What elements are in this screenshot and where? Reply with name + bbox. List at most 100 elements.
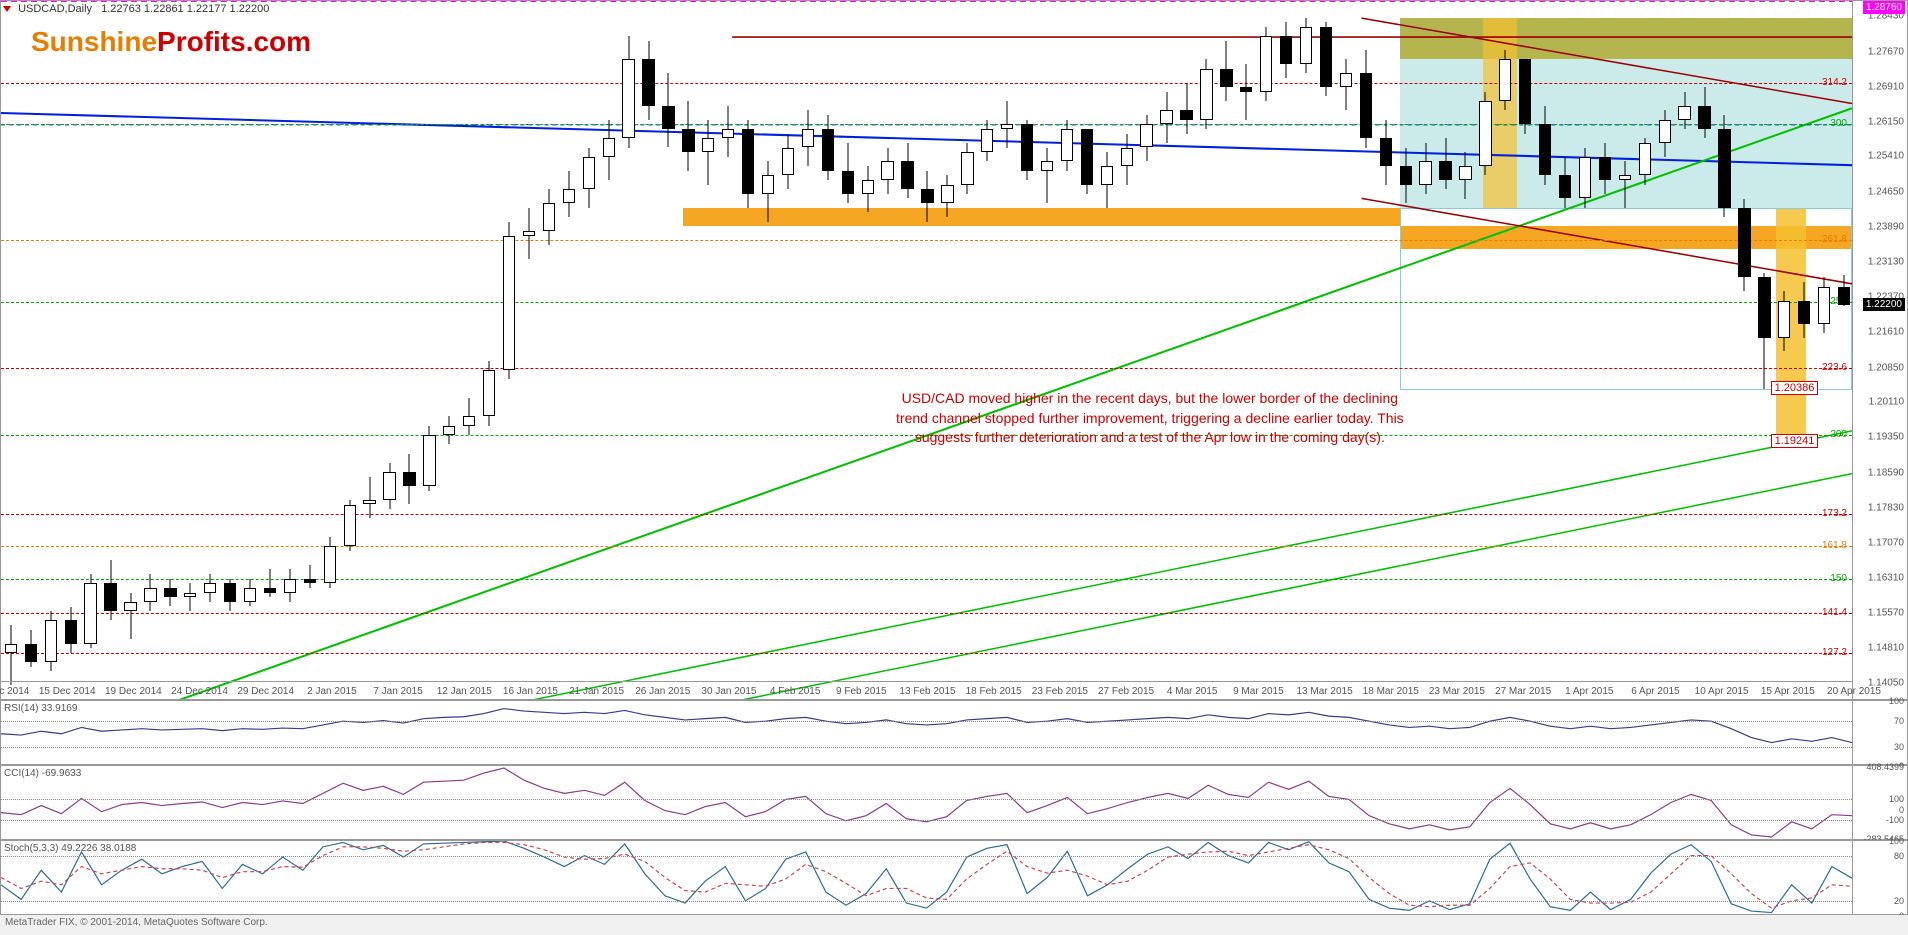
y-tick: 1.19350 — [1868, 432, 1904, 443]
fib-line — [1, 124, 1852, 125]
price-y-axis: 1.140501.148101.155701.163101.170701.178… — [1852, 1, 1907, 699]
stoch-indicator-panel[interactable]: Stoch(5,3,3) 49.2226 38.0188 02080100 — [0, 840, 1908, 915]
top-price-flag: 1.28760 — [1863, 1, 1905, 14]
x-tick: 18 Mar 2015 — [1363, 686, 1419, 697]
x-tick: 24 Dec 2014 — [171, 686, 228, 697]
x-tick: 7 Jan 2015 — [373, 686, 423, 697]
x-tick: 15 Apr 2015 — [1761, 686, 1815, 697]
fib-label: 161.8 — [1820, 540, 1849, 551]
y-tick: 1.25410 — [1868, 151, 1904, 162]
fib-line — [1, 546, 1852, 547]
x-tick: 23 Mar 2015 — [1429, 686, 1485, 697]
cci-indicator-panel[interactable]: CCI(14) -69.9633 -283.5465-1000100408.43… — [0, 765, 1908, 840]
ind-tick: 30 — [1894, 742, 1904, 752]
stoch-lines — [1, 841, 1852, 914]
x-tick: 23 Feb 2015 — [1032, 686, 1088, 697]
footer-copyright: MetaTrader FIX, © 2001-2014, MetaQuotes … — [0, 915, 1908, 935]
fib-line — [1, 613, 1852, 614]
watermark: SunshineProfits.com — [31, 26, 311, 58]
ind-tick: 0 — [1899, 805, 1904, 815]
x-tick: 27 Mar 2015 — [1495, 686, 1551, 697]
symbol-text: USDCAD,Daily — [18, 3, 92, 15]
x-tick: 4 Mar 2015 — [1167, 686, 1218, 697]
ohlc-text: 1.22763 1.22861 1.22177 1.22200 — [101, 3, 269, 15]
x-tick: 2 Jan 2015 — [307, 686, 357, 697]
y-tick: 1.17830 — [1868, 502, 1904, 513]
y-tick: 1.24650 — [1868, 186, 1904, 197]
fib-label: 300 — [1828, 118, 1849, 129]
ind-tick: 80 — [1894, 851, 1904, 861]
fib-label: 141.4 — [1820, 607, 1849, 618]
cci-line — [1, 766, 1852, 839]
ind-level-line — [1, 901, 1852, 902]
fib-label: 200 — [1828, 429, 1849, 440]
rsi-indicator-panel[interactable]: RSI(14) 33.9169 03070100 — [0, 700, 1908, 765]
ind-tick: 408.4399 — [1866, 762, 1904, 772]
y-tick: 1.20850 — [1868, 362, 1904, 373]
ind-tick: 100 — [1889, 794, 1904, 804]
x-tick: 27 Feb 2015 — [1098, 686, 1154, 697]
stoch-label: Stoch(5,3,3) 49.2226 38.0188 — [4, 843, 136, 854]
down-triangle-icon — [3, 6, 11, 12]
x-tick: 13 Mar 2015 — [1296, 686, 1352, 697]
y-tick: 1.14810 — [1868, 642, 1904, 653]
price-label: 1.19241 — [1771, 434, 1819, 448]
y-tick: 1.20110 — [1869, 397, 1904, 408]
x-tick: 19 Dec 2014 — [105, 686, 162, 697]
fib-line — [1, 653, 1852, 654]
watermark-part2: Profits.com — [157, 26, 311, 57]
ind-tick: 100 — [1889, 696, 1904, 706]
x-tick: 1 Apr 2015 — [1565, 686, 1613, 697]
x-tick: 9 Mar 2015 — [1233, 686, 1284, 697]
ind-level-line — [1, 799, 1852, 800]
y-tick: 1.18590 — [1868, 467, 1904, 478]
fib-line — [1, 302, 1852, 303]
fib-label: 173.2 — [1820, 508, 1849, 519]
y-tick: 1.16310 — [1868, 573, 1904, 584]
y-tick: 1.15570 — [1868, 607, 1904, 618]
y-tick: 1.27670 — [1868, 46, 1904, 57]
y-tick: 1.21610 — [1868, 327, 1904, 338]
fib-label: 223.6 — [1820, 362, 1849, 373]
x-tick: 13 Feb 2015 — [899, 686, 955, 697]
x-tick: 29 Dec 2014 — [237, 686, 294, 697]
fib-line — [1, 368, 1852, 369]
rsi-label: RSI(14) 33.9169 — [4, 703, 77, 714]
ind-level-line — [1, 721, 1852, 722]
ind-tick: 70 — [1894, 716, 1904, 726]
main-price-chart[interactable]: USDCAD,Daily 1.22763 1.22861 1.22177 1.2… — [0, 0, 1908, 700]
fib-label: 314.2 — [1820, 77, 1849, 88]
x-tick: 21 Jan 2015 — [569, 686, 624, 697]
symbol-header: USDCAD,Daily 1.22763 1.22861 1.22177 1.2… — [3, 3, 269, 15]
x-tick: 9 Feb 2015 — [836, 686, 887, 697]
x-tick: 18 Feb 2015 — [966, 686, 1022, 697]
ind-level-line — [1, 747, 1852, 748]
x-tick: 26 Jan 2015 — [635, 686, 690, 697]
x-tick: 16 Jan 2015 — [503, 686, 558, 697]
fib-line — [1, 514, 1852, 515]
y-tick: 1.26150 — [1868, 117, 1904, 128]
x-tick: 30 Jan 2015 — [701, 686, 756, 697]
x-tick: 10 Apr 2015 — [1695, 686, 1749, 697]
trendlines-layer — [1, 1, 1852, 699]
y-tick: 1.23130 — [1868, 257, 1904, 268]
analysis-annotation: USD/CAD moved higher in the recent days,… — [890, 389, 1410, 448]
rsi-y-axis: 03070100 — [1852, 701, 1907, 764]
cci-y-axis: -283.5465-1000100408.4399 — [1852, 766, 1907, 839]
current-price-flag: 1.22200 — [1863, 298, 1905, 311]
x-tick: 6 Apr 2015 — [1631, 686, 1679, 697]
x-tick: 4 Feb 2015 — [770, 686, 821, 697]
fib-line — [1, 83, 1852, 84]
date-x-axis: 10 Dec 2014 15 Dec 2014 19 Dec 2014 24 Dec … — [1, 681, 1852, 699]
ind-level-line — [1, 856, 1852, 857]
x-tick: 15 Dec 2014 — [39, 686, 96, 697]
ind-tick: 20 — [1894, 896, 1904, 906]
y-tick: 1.23890 — [1868, 221, 1904, 232]
ind-tick: 100 — [1889, 836, 1904, 846]
fib-label: 261.8 — [1820, 234, 1849, 245]
stoch-y-axis: 02080100 — [1852, 841, 1907, 914]
x-tick: 10 Dec 2014 — [0, 686, 29, 697]
fib-label: 127.2 — [1820, 647, 1849, 658]
y-tick: 1.26910 — [1868, 81, 1904, 92]
rsi-line — [1, 701, 1852, 764]
